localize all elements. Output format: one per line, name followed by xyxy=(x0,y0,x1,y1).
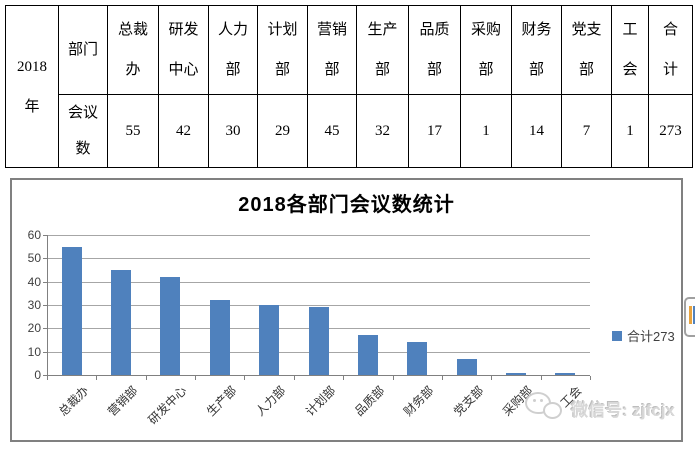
bar xyxy=(160,277,181,375)
bar xyxy=(259,305,280,375)
department-name-cell: 品质 部 xyxy=(408,5,461,95)
meeting-count-label-cell: 会议 数 xyxy=(58,94,108,168)
x-axis-line xyxy=(47,375,590,376)
meeting-count-value-cell: 42 xyxy=(158,94,209,168)
x-axis-tick xyxy=(293,376,295,380)
x-axis-tick xyxy=(590,376,591,380)
x-axis-tick xyxy=(47,376,48,380)
legend-swatch xyxy=(612,330,622,341)
department-name-cell: 研发 中心 xyxy=(158,5,209,95)
y-axis-label: 10 xyxy=(27,344,41,359)
y-axis-line xyxy=(47,235,48,375)
bar xyxy=(308,307,329,375)
gridline xyxy=(47,305,590,306)
y-axis-tick xyxy=(43,235,47,236)
y-axis-tick xyxy=(43,328,47,330)
x-axis-tick xyxy=(392,376,394,380)
meeting-count-value-cell: 7 xyxy=(561,94,612,168)
x-axis-tick xyxy=(491,376,493,380)
wechat-icon xyxy=(525,390,565,426)
x-axis-tick xyxy=(244,376,246,380)
department-name-cell: 生产 部 xyxy=(356,5,409,95)
x-axis-tick xyxy=(195,376,197,380)
meeting-count-value-cell: 30 xyxy=(208,94,258,168)
floating-widget-icon xyxy=(693,306,695,324)
bar xyxy=(61,246,82,375)
department-name-cell: 工 会 xyxy=(611,5,649,95)
department-name-cell: 总裁 办 xyxy=(107,5,159,95)
department-name-cell: 合 计 xyxy=(648,5,693,95)
x-axis-tick xyxy=(343,376,345,380)
y-axis-tick xyxy=(43,351,47,353)
department-name-cell: 人力 部 xyxy=(208,5,258,95)
meeting-count-value-cell: 32 xyxy=(356,94,409,168)
meeting-count-value-cell: 29 xyxy=(257,94,308,168)
watermark-text: 微信号: zjfcjx xyxy=(571,400,675,420)
x-axis-tick xyxy=(96,376,98,380)
bar xyxy=(505,372,526,375)
wechat-bubble-small xyxy=(543,402,563,419)
bar xyxy=(407,342,428,375)
meeting-count-value-cell: 55 xyxy=(107,94,159,168)
department-name-cell: 计划 部 xyxy=(257,5,308,95)
y-axis-tick xyxy=(43,281,47,283)
x-axis-tick xyxy=(145,376,147,380)
meeting-count-value-cell: 17 xyxy=(408,94,461,168)
chart-box: 2018各部门会议数统计 0 10 20 30 40 50 60 总裁办 营销部 研发中心 生产部人… xyxy=(10,178,683,442)
floating-widget[interactable] xyxy=(684,297,695,337)
chart-title: 2018各部门会议数统计 xyxy=(238,194,455,216)
bar xyxy=(111,270,132,375)
bar xyxy=(209,300,230,375)
y-axis-tick xyxy=(43,375,47,376)
meeting-count-value-cell: 273 xyxy=(648,94,693,168)
bar xyxy=(456,358,477,375)
gridline xyxy=(47,258,590,260)
watermark: 微信号: zjfcjx xyxy=(525,390,675,426)
y-axis-label: 50 xyxy=(27,251,41,266)
gridline xyxy=(47,281,590,283)
legend-label: 合计273 xyxy=(627,329,675,344)
y-axis-label: 40 xyxy=(27,274,41,289)
meeting-table: 2018 年部门 总裁 办研发 中心 人力 部计划 部营销 部生产 部品质 部采购 … xyxy=(5,5,693,168)
meeting-count-value-cell: 14 xyxy=(511,94,562,168)
department-name-cell: 财务 部 xyxy=(511,5,562,95)
y-axis-tick xyxy=(43,258,47,260)
y-axis-label: 20 xyxy=(27,321,41,336)
meeting-count-value-cell: 1 xyxy=(611,94,649,168)
year-cell: 2018 年 xyxy=(5,5,59,168)
wechat-eye xyxy=(533,399,537,402)
floating-widget-icon xyxy=(689,306,692,324)
department-name-cell: 采购 部 xyxy=(460,5,512,95)
y-axis-tick xyxy=(43,305,47,306)
gridline xyxy=(47,235,590,236)
chart-legend: 合计273 xyxy=(612,326,675,345)
meeting-count-value-cell: 45 xyxy=(307,94,357,168)
y-axis-label: 60 xyxy=(27,228,41,242)
wechat-eye xyxy=(540,399,544,402)
x-axis-tick xyxy=(540,376,542,380)
department-name-cell: 党支 部 xyxy=(561,5,612,95)
department-name-cell: 营销 部 xyxy=(307,5,357,95)
x-axis-tick xyxy=(441,376,443,380)
y-axis-label: 0 xyxy=(34,368,41,382)
department-header-cell: 部门 xyxy=(58,5,108,95)
meeting-table-wrap: 2018 年部门 总裁 办研发 中心 人力 部计划 部营销 部生产 部品质 部采购 … xyxy=(5,5,693,168)
y-axis-label: 30 xyxy=(27,298,41,312)
meeting-count-value-cell: 1 xyxy=(460,94,512,168)
bar xyxy=(555,372,576,375)
bar xyxy=(357,335,378,375)
